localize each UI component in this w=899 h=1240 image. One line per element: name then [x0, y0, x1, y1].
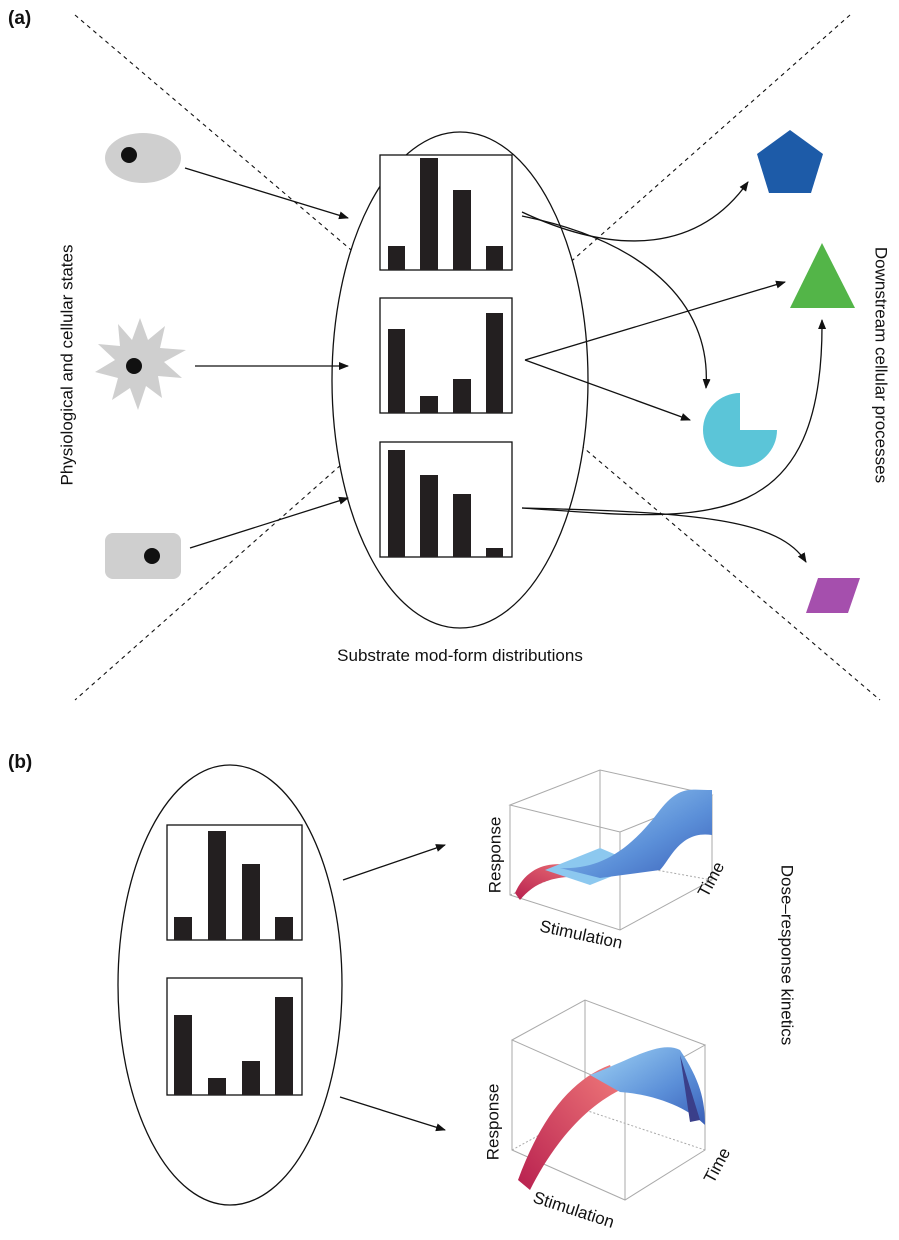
cell-state-rect — [105, 533, 181, 579]
cell-state-rect-part — [105, 533, 181, 579]
time-label: Time — [694, 859, 728, 901]
right-axis-label: Downstream cellular processes — [872, 247, 891, 483]
center-label: Substrate mod-form distributions — [337, 646, 583, 665]
surface-plot-1 — [510, 770, 712, 930]
panel-b: (b) — [8, 752, 797, 1232]
arrow — [343, 845, 445, 880]
bar — [420, 475, 438, 557]
bar — [420, 158, 438, 270]
distribution-1 — [167, 825, 302, 940]
panel-label: (a) — [8, 8, 31, 29]
bar — [453, 379, 471, 413]
stimulation-label: Stimulation — [531, 1188, 617, 1232]
bar — [388, 450, 405, 557]
panel-a: (a) — [8, 8, 891, 700]
process-pentagon — [757, 130, 823, 193]
distribution-3 — [380, 442, 512, 557]
bar — [486, 246, 503, 270]
bar — [174, 1015, 192, 1095]
bar — [388, 246, 405, 270]
process-triangle — [790, 243, 855, 308]
distribution-1 — [380, 155, 512, 270]
bar — [275, 917, 293, 940]
cell-state-star-part — [126, 358, 142, 374]
process-parallelogram — [806, 578, 860, 613]
bar — [420, 396, 438, 413]
bar — [174, 917, 192, 940]
time-label: Time — [700, 1145, 734, 1187]
arrow — [340, 1097, 445, 1130]
cell-state-oval — [105, 133, 181, 183]
distribution-2 — [167, 978, 302, 1095]
side-label: Dose–response kinetics — [778, 865, 797, 1045]
stimulation-label: Stimulation — [538, 917, 624, 953]
figure: (a) — [0, 0, 899, 1240]
bar — [486, 548, 503, 557]
bar — [453, 494, 471, 557]
response-label: Response — [483, 1084, 502, 1161]
bar — [208, 831, 226, 940]
cell-state-oval-part — [121, 147, 137, 163]
distribution-2 — [380, 298, 512, 413]
arrow — [185, 168, 348, 218]
cell-state-star — [95, 318, 186, 410]
surface-plot-2-part — [518, 1065, 620, 1190]
bar — [453, 190, 471, 270]
process-pacman — [703, 393, 777, 467]
bar — [242, 1061, 260, 1095]
cell-state-oval-part — [105, 133, 181, 183]
panel-label: (b) — [8, 752, 32, 773]
bar — [275, 997, 293, 1095]
bar — [242, 864, 260, 940]
bar — [208, 1078, 226, 1095]
bar — [486, 313, 503, 413]
left-axis-label: Physiological and cellular states — [57, 245, 76, 486]
bar — [388, 329, 405, 413]
cell-state-rect-part — [144, 548, 160, 564]
response-label: Response — [485, 817, 504, 894]
surface-plot-2 — [512, 1000, 705, 1200]
arrow — [190, 498, 348, 548]
arrows — [340, 845, 445, 1130]
